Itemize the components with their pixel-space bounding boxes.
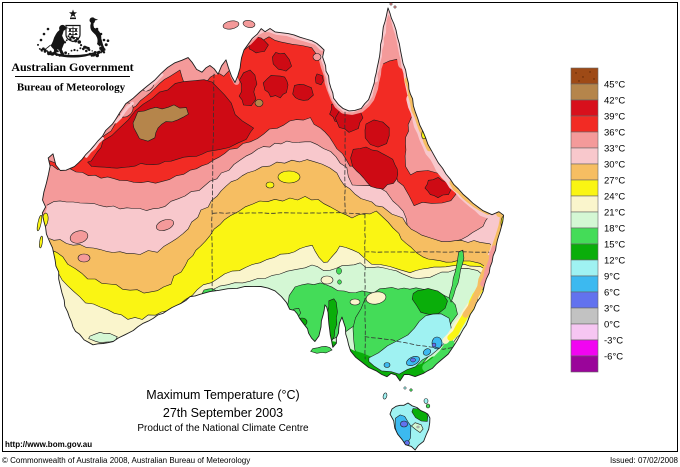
- svg-text:6°C: 6°C: [604, 288, 620, 299]
- svg-text:18°C: 18°C: [604, 224, 625, 235]
- svg-text:Issued: 07/02/2008: Issued: 07/02/2008: [610, 456, 679, 465]
- svg-text:12°C: 12°C: [604, 256, 625, 267]
- svg-text:3°C: 3°C: [604, 304, 620, 315]
- svg-text:Maximum Temperature (°C): Maximum Temperature (°C): [146, 388, 299, 402]
- svg-text:21°C: 21°C: [604, 208, 625, 219]
- svg-text:36°C: 36°C: [604, 128, 625, 139]
- svg-text:Bureau of Meteorology: Bureau of Meteorology: [17, 82, 126, 94]
- svg-text:0°C: 0°C: [604, 320, 620, 331]
- svg-text:15°C: 15°C: [604, 240, 625, 251]
- svg-text:Product of the National Climat: Product of the National Climate Centre: [137, 423, 309, 434]
- svg-text:30°C: 30°C: [604, 160, 625, 171]
- svg-text:24°C: 24°C: [604, 192, 625, 203]
- svg-text:45°C: 45°C: [604, 80, 625, 91]
- svg-text:9°C: 9°C: [604, 272, 620, 283]
- svg-text:© Commonwealth of Australia 20: © Commonwealth of Australia 2008, Austra…: [2, 456, 250, 465]
- svg-text:-3°C: -3°C: [604, 336, 623, 347]
- svg-text:27°C: 27°C: [604, 176, 625, 187]
- svg-text:http://www.bom.gov.au: http://www.bom.gov.au: [5, 440, 92, 449]
- svg-text:39°C: 39°C: [604, 112, 625, 123]
- svg-text:42°C: 42°C: [604, 96, 625, 107]
- svg-text:27th September 2003: 27th September 2003: [163, 406, 283, 420]
- svg-text:-6°C: -6°C: [604, 352, 623, 363]
- svg-text:33°C: 33°C: [604, 144, 625, 155]
- svg-text:Australian Government: Australian Government: [11, 60, 133, 74]
